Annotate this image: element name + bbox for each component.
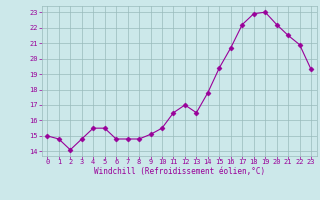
X-axis label: Windchill (Refroidissement éolien,°C): Windchill (Refroidissement éolien,°C) (94, 167, 265, 176)
